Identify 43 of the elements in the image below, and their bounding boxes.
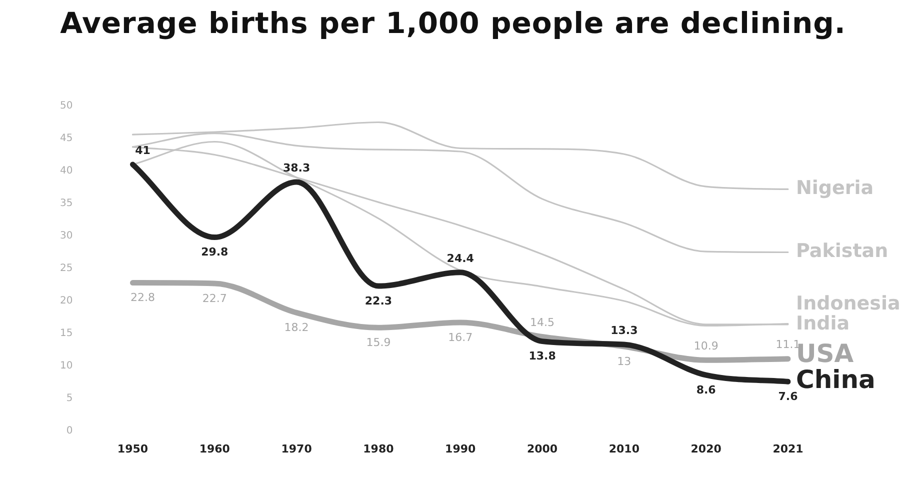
x-tick-label: 2000: [526, 442, 558, 456]
y-tick-label: 30: [60, 230, 73, 242]
data-label: 22.7: [202, 292, 227, 305]
data-label: 16.7: [448, 330, 473, 344]
x-tick-label: 1970: [281, 442, 312, 456]
series-label: China: [796, 365, 876, 394]
data-label: 41: [135, 144, 150, 157]
data-label: 7.6: [778, 390, 798, 403]
data-label: 8.6: [696, 383, 716, 396]
data-label: 22.8: [130, 291, 155, 304]
y-tick-label: 45: [60, 133, 73, 144]
x-tick-label: 2010: [608, 442, 640, 456]
data-label: 29.8: [201, 246, 228, 259]
series-label: Nigeria: [796, 177, 874, 200]
y-tick-label: 35: [60, 198, 73, 210]
y-tick-label: 5: [66, 393, 73, 404]
data-label: 13.8: [528, 350, 556, 363]
series-label: India: [796, 312, 850, 334]
y-tick-label: 15: [60, 328, 73, 340]
x-tick-label: 2021: [772, 442, 804, 456]
data-label: 38.3: [282, 161, 310, 174]
data-label: 22.3: [364, 294, 392, 308]
data-label: 10.9: [694, 340, 718, 353]
x-tick-label: 1980: [363, 442, 394, 456]
series-label: Indonesia: [796, 292, 900, 314]
x-tick-label: 1960: [199, 442, 230, 456]
data-label: 18.2: [284, 321, 309, 334]
x-tick-label: 2020: [690, 442, 722, 456]
y-tick-label: 0: [66, 426, 73, 437]
data-label: 14.5: [530, 316, 555, 330]
y-tick-label: 50: [60, 100, 73, 112]
y-tick-label: 25: [60, 263, 73, 274]
data-label: 13: [617, 354, 632, 368]
y-tick-label: 10: [60, 360, 73, 372]
y-tick-label: 20: [60, 296, 73, 307]
y-tick-label: 40: [60, 166, 73, 177]
data-label: 24.4: [446, 252, 474, 265]
data-label: 13.3: [610, 324, 638, 337]
x-tick-label: 1950: [117, 442, 148, 456]
x-tick-label: 1990: [445, 442, 476, 456]
chart-title: Average births per 1,000 people are declining.: [59, 6, 847, 40]
data-label: 15.9: [366, 336, 391, 350]
series-label: Pakistan: [796, 240, 888, 262]
